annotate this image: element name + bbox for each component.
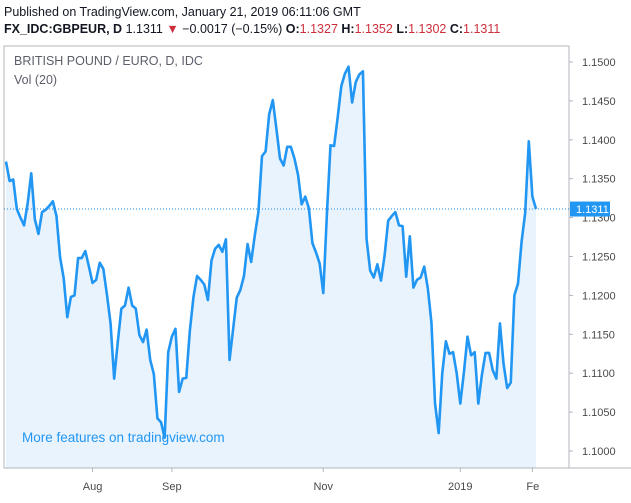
open-value: 1.1327 xyxy=(299,22,338,36)
x-tick-label: Fe xyxy=(526,481,539,493)
y-tick-label: 1.1050 xyxy=(582,407,616,419)
open-label: O: xyxy=(285,22,300,36)
y-tick-label: 1.1500 xyxy=(582,57,616,69)
symbol-name: FX_IDC:GBPEUR, D xyxy=(4,22,123,36)
close-label: C: xyxy=(449,22,464,36)
y-tick-label: 1.1350 xyxy=(582,174,616,186)
high-label: H: xyxy=(341,22,355,36)
low-value: 1.1302 xyxy=(408,22,447,36)
x-tick-label: Sep xyxy=(162,481,182,493)
y-tick-label: 1.1000 xyxy=(582,446,616,458)
last-price: 1.1311 xyxy=(125,22,163,36)
price-change: −0.0017 (−0.15%) xyxy=(182,22,283,36)
y-tick-label: 1.1100 xyxy=(582,368,615,380)
y-tick-label: 1.1200 xyxy=(582,290,616,302)
price-series-line xyxy=(4,65,538,440)
price-area-fill xyxy=(6,66,536,469)
y-tick-label: 1.1450 xyxy=(582,96,616,108)
low-label: L: xyxy=(396,22,409,36)
y-tick-label: 1.1400 xyxy=(582,135,616,147)
y-tick-label: 1.1150 xyxy=(582,329,615,341)
last-price-tag: 1.1311 xyxy=(570,201,610,217)
x-tick-label: Aug xyxy=(83,481,103,493)
symbol-quote-bar: FX_IDC:GBPEUR, D 1.1311 ▼ −0.0017 (−0.15… xyxy=(4,22,500,36)
last-price-tag-label: 1.1311 xyxy=(576,204,609,216)
published-info: Published on TradingView.com, January 21… xyxy=(4,5,361,19)
high-value: 1.1352 xyxy=(354,22,393,36)
x-tick-label: 2019 xyxy=(448,481,472,493)
down-arrow-icon: ▼ xyxy=(166,22,179,36)
y-tick-label: 1.1250 xyxy=(582,252,616,264)
chart-title: BRITISH POUND / EURO, D, IDC xyxy=(14,54,203,68)
close-value: 1.1311 xyxy=(463,22,501,36)
x-tick-label: Nov xyxy=(313,481,333,493)
volume-legend: Vol (20) xyxy=(14,73,57,87)
watermark-link[interactable]: More features on tradingview.com xyxy=(22,430,225,445)
